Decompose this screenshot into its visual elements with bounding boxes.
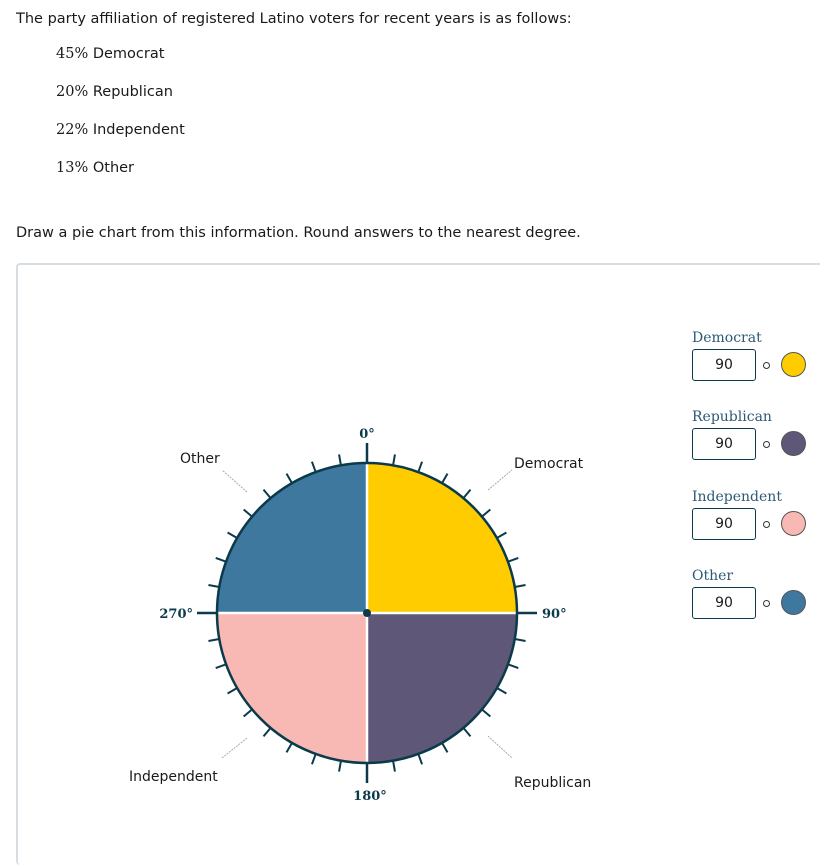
percent-value: 45% (56, 46, 89, 62)
question-intro: The party affiliation of registered Lati… (16, 11, 572, 27)
percent-item-other: 13% Other (56, 160, 134, 176)
republican-degrees-input[interactable] (692, 428, 756, 460)
degree-symbol (763, 362, 770, 369)
instruction-text: Draw a pie chart from this information. … (16, 225, 581, 241)
democrat-degrees-input[interactable] (692, 349, 756, 381)
degree-ticks (208, 454, 526, 772)
independent-color-swatch (781, 511, 806, 536)
degree-symbol (763, 600, 770, 607)
other-color-swatch (781, 590, 806, 615)
independent-degrees-input[interactable] (692, 508, 756, 540)
legend-label-other: Other (692, 568, 734, 584)
percent-label: Other (92, 160, 135, 176)
percent-label: Democrat (92, 46, 165, 62)
other-degrees-input[interactable] (692, 587, 756, 619)
axis-label-0: 0° (359, 427, 375, 442)
percent-label: Independent (92, 122, 185, 138)
axis-label-270: 270° (159, 607, 193, 622)
slice-label-republican: Republican (514, 775, 591, 791)
pie-slices[interactable] (217, 463, 517, 763)
slice-democrat[interactable] (367, 463, 517, 613)
pie-chart-panel (16, 263, 820, 865)
slice-label-other: Other (180, 451, 220, 467)
slice-label-independent: Independent (129, 769, 218, 785)
axis-labels: 0° 90° 180° 270° (159, 427, 566, 804)
percent-item-independent: 22% Independent (56, 122, 185, 138)
slice-label-democrat: Democrat (514, 456, 584, 472)
percent-label: Republican (92, 84, 173, 100)
leader-lines (221, 469, 513, 759)
legend-label-republican: Republican (692, 409, 772, 425)
percent-item-republican: 20% Republican (56, 84, 173, 100)
slice-independent[interactable] (217, 613, 367, 763)
pie-chart[interactable]: 0° 90° 180° 270° Democrat Republican Ind… (0, 0, 820, 845)
slice-labels: Democrat Republican Independent Other (129, 451, 591, 791)
legend-label-independent: Independent (692, 489, 782, 505)
pie-center-handle[interactable] (363, 609, 371, 617)
percent-value: 13% (56, 160, 89, 176)
percent-value: 20% (56, 84, 89, 100)
axis-ticks (197, 443, 537, 783)
slice-dividers (217, 463, 517, 763)
percent-value: 22% (56, 122, 89, 138)
axis-label-180: 180° (353, 789, 387, 804)
degree-symbol (763, 441, 770, 448)
degree-symbol (763, 521, 770, 528)
slice-republican[interactable] (367, 613, 517, 763)
axis-label-90: 90° (542, 607, 567, 622)
slice-other[interactable] (217, 463, 367, 613)
percent-item-democrat: 45% Democrat (56, 46, 164, 62)
legend-label-democrat: Democrat (692, 330, 762, 346)
republican-color-swatch (781, 431, 806, 456)
democrat-color-swatch (781, 352, 806, 377)
